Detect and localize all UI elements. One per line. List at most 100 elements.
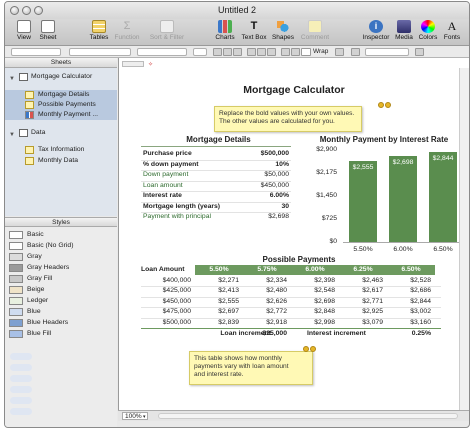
payment-cell[interactable]: $2,697 [218,308,239,315]
detail-value[interactable]: $50,000 [264,171,289,178]
payment-cell[interactable]: $3,002 [410,308,431,315]
payment-cell[interactable]: $3,160 [410,318,431,326]
font-style-popup[interactable] [137,48,187,56]
table-item-mortgage-details[interactable]: Mortgage Details [5,90,117,100]
reorganize-icon[interactable]: ✧ [148,62,154,68]
detail-value[interactable]: 30 [281,202,289,210]
disclosure-triangle-icon[interactable]: ▼ [9,76,15,82]
note-collapse-icon[interactable] [303,346,309,352]
style-item[interactable]: Blue Fill [5,329,117,339]
payment-cell[interactable]: $2,398 [314,276,335,284]
style-popup[interactable] [11,48,61,56]
detail-value[interactable]: $450,000 [260,181,289,189]
fonts-button[interactable]: A Fonts [443,19,461,42]
loan-amount-cell[interactable]: $475,000 [162,308,191,315]
media-button[interactable]: Media [393,20,415,41]
payment-cell[interactable]: $2,998 [314,318,335,326]
payment-cell[interactable]: $2,848 [314,308,335,315]
zoom-popup[interactable]: 100% ▾ [122,412,148,420]
sort-filter-button[interactable]: Sort & Filter [145,20,189,41]
inspector-button[interactable]: i Inspector [362,20,390,41]
payment-cell[interactable]: $2,271 [218,276,239,284]
align-middle-button[interactable] [291,48,300,56]
payment-cell[interactable]: $2,925 [362,308,383,315]
payment-cell[interactable]: $3,079 [362,318,383,326]
payment-cell[interactable]: $2,698 [314,297,335,305]
colors-button[interactable]: Colors [417,20,439,41]
chart-bar[interactable] [389,156,417,242]
loan-amount-cell[interactable]: $500,000 [162,318,191,326]
loan-amount-cell[interactable]: $425,000 [162,287,191,294]
detail-value[interactable]: $500,000 [260,150,289,157]
payment-cell[interactable]: $2,918 [266,318,287,326]
align-top-button[interactable] [281,48,290,56]
loan-amount-cell[interactable]: $450,000 [162,297,191,305]
function-button[interactable]: Σ Function [114,20,140,41]
style-item[interactable]: Beige [5,285,117,295]
align-center-button[interactable] [257,48,266,56]
border-color-well[interactable] [415,48,424,56]
align-left-button[interactable] [247,48,256,56]
payment-cell[interactable]: $2,334 [266,276,287,284]
payment-cell[interactable]: $2,772 [266,308,287,315]
style-item[interactable]: Gray Fill [5,274,117,284]
close-window-icon[interactable] [10,6,19,15]
payment-cell[interactable]: $2,771 [362,297,383,305]
charts-button[interactable]: Charts [213,20,237,41]
detail-value[interactable]: 10% [275,160,289,168]
wrap-checkbox[interactable] [301,48,311,56]
table-item-monthly-data[interactable]: Monthly Data [5,156,117,166]
style-item[interactable]: Gray Headers [5,263,117,273]
loan-increment-value[interactable]: $25,000 [262,330,287,337]
border-style-button[interactable] [351,48,360,56]
comment-note-top[interactable]: Replace the bold values with your own va… [214,106,362,132]
note-close-icon[interactable] [385,102,391,108]
zoom-window-icon[interactable] [34,6,43,15]
underline-button[interactable] [233,48,242,56]
comment-note-bottom[interactable]: This table shows how monthly payments va… [189,351,313,385]
style-item[interactable]: Basic (No Grid) [5,241,117,251]
payment-cell[interactable]: $2,413 [218,287,239,294]
border-width-popup[interactable] [365,48,409,56]
vertical-scrollbar[interactable] [459,68,469,410]
table-item-possible-payments[interactable]: Possible Payments [5,100,117,110]
fill-color-well[interactable] [335,48,344,56]
disclosure-triangle-icon[interactable]: ▼ [9,132,15,138]
payment-cell[interactable]: $2,626 [266,297,287,305]
style-item[interactable]: Blue [5,307,117,317]
note-collapse-icon[interactable] [378,102,384,108]
bar-chart[interactable]: $2,900 $2,175 $1,450 $725 $0 $2,555 5.50% $2,69… [299,146,467,276]
payment-cell[interactable]: $2,548 [314,287,335,294]
bold-button[interactable] [213,48,222,56]
sheet-button[interactable]: Sheet [37,20,59,41]
payment-cell[interactable]: $2,839 [218,318,239,326]
sheet-item-data[interactable]: ▼ Data [9,129,46,138]
table-item-tax-information[interactable]: Tax Information [5,145,117,155]
loan-amount-cell[interactable]: $400,000 [162,276,191,284]
payment-cell[interactable]: $2,463 [362,276,383,284]
style-item[interactable]: Ledger [5,296,117,306]
detail-value[interactable]: $2,698 [268,213,289,220]
payment-cell[interactable]: $2,617 [362,287,383,294]
payment-cell[interactable]: $2,480 [266,287,287,294]
chart-item-monthly-payment[interactable]: Monthly Payment ... [5,110,117,120]
font-size-popup[interactable] [193,48,207,56]
sheet-canvas[interactable]: ✧ Mortgage Calculator Replace the bold v… [118,58,469,410]
align-right-button[interactable] [267,48,276,56]
payment-cell[interactable]: $2,528 [410,276,431,284]
chart-bar[interactable] [349,160,377,242]
minimize-window-icon[interactable] [22,6,31,15]
payment-cell[interactable]: $2,844 [410,297,431,305]
italic-button[interactable] [223,48,232,56]
horizontal-scrollbar[interactable] [158,413,458,419]
payment-cell[interactable]: $2,555 [218,297,239,305]
sheet-item-mortgage-calculator[interactable]: ▼ Mortgage Calculator [9,73,93,82]
chart-bar[interactable] [429,151,457,242]
payment-cell[interactable]: $2,686 [410,287,431,294]
text-box-button[interactable]: T Text Box [241,20,267,41]
comment-button[interactable]: Comment [299,20,331,41]
shapes-button[interactable]: Shapes [271,20,295,41]
view-button[interactable]: View [13,20,35,41]
style-item[interactable]: Gray [5,252,117,262]
tables-button[interactable]: Tables [87,20,111,41]
